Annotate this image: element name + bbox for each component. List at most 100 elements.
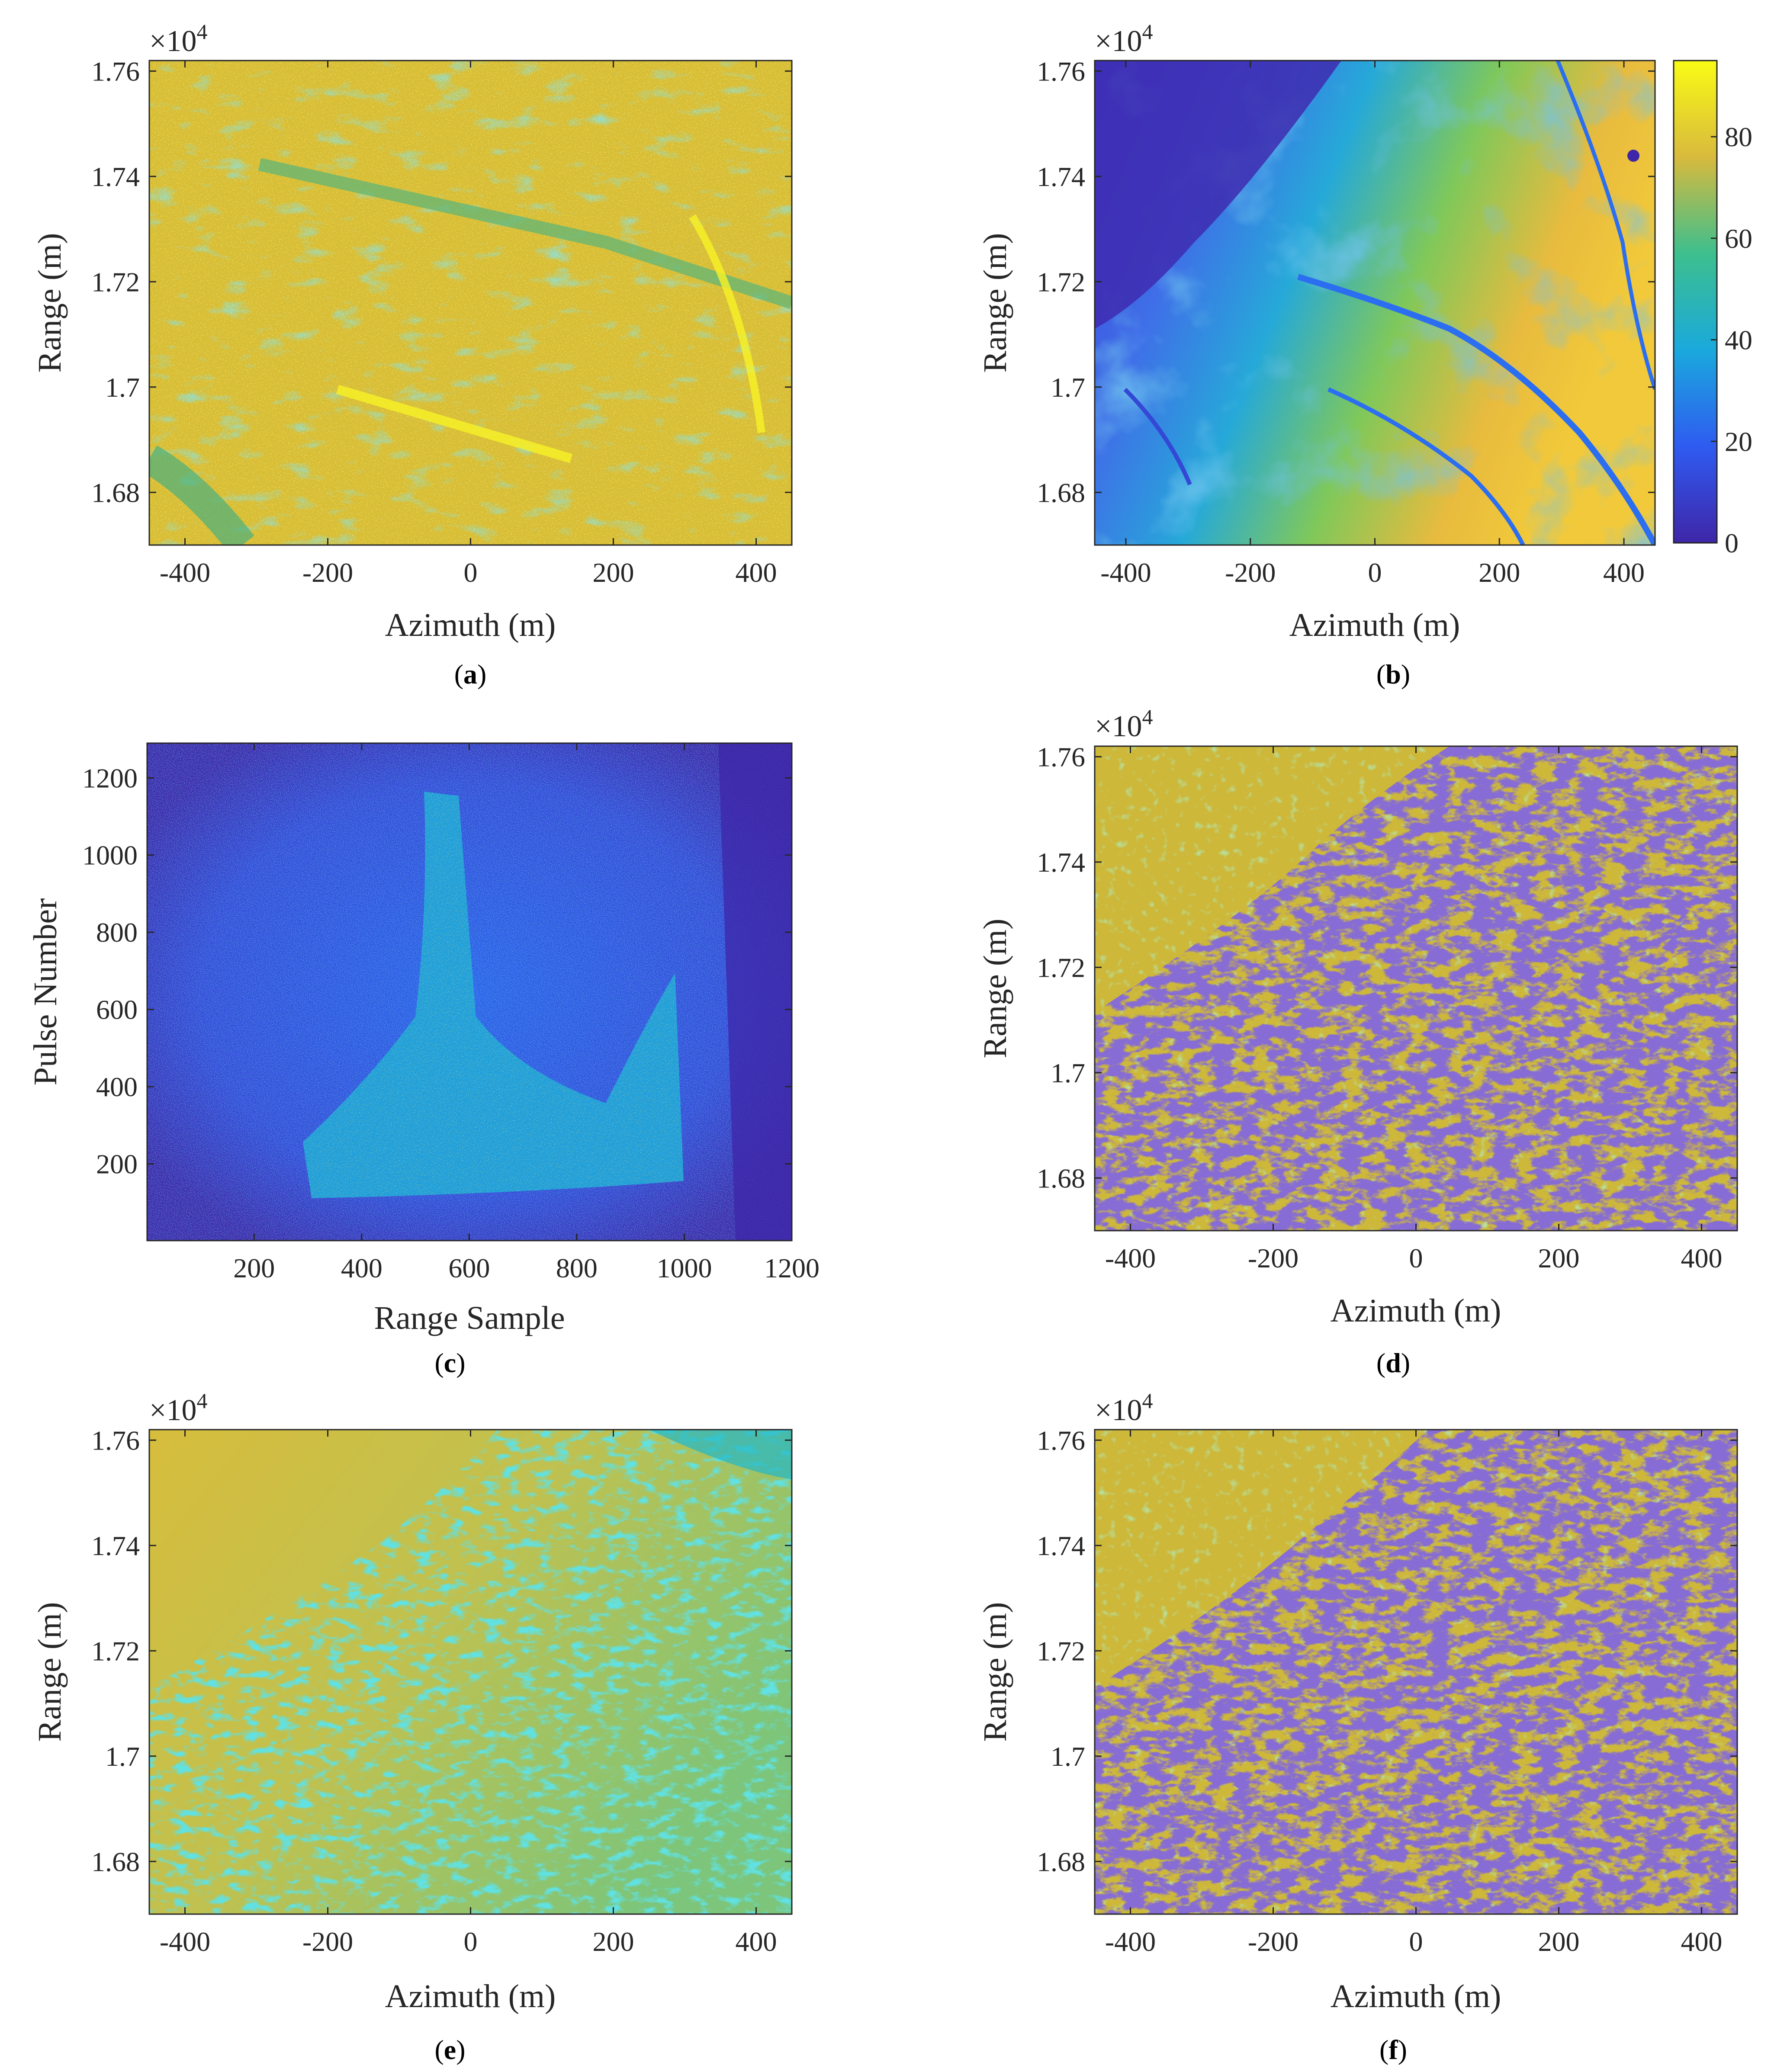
panel-e-exponent: ×104 <box>149 1389 207 1427</box>
panel-e-ytick-label: 1.76 <box>91 1425 140 1456</box>
panel-f-xlabel: Azimuth (m) <box>1331 1978 1501 2014</box>
panel-d-xtick-label: -200 <box>1248 1243 1299 1273</box>
panel-e-xtick-label: -400 <box>160 1926 210 1957</box>
panel-e-ytick-label: 1.68 <box>91 1846 140 1877</box>
panel-b-colorbar-tick-label: 80 <box>1725 122 1752 152</box>
panel-f-exponent: ×104 <box>1095 1389 1153 1427</box>
panel-b-colorbar-tick-label: 0 <box>1725 528 1739 558</box>
panel-a-exponent: ×104 <box>149 19 207 58</box>
panel-f-ylabel: Range (m) <box>977 1602 1013 1742</box>
panel-b-ytick-label: 1.72 <box>1037 266 1085 297</box>
panel-d-ytick-label: 1.72 <box>1037 952 1085 983</box>
panel-a-xtick-label: -200 <box>302 557 353 588</box>
panel-a-xtick-label: -400 <box>160 557 210 588</box>
panel-c-xtick-label: 600 <box>448 1253 490 1283</box>
panel-b-ytick-label: 1.68 <box>1037 477 1085 508</box>
panel-a-xtick-label: 400 <box>736 557 777 588</box>
panel-b-exponent: ×104 <box>1095 19 1153 58</box>
panel-a-ytick-label: 1.74 <box>91 161 140 192</box>
panel-b-xtick-label: 400 <box>1603 557 1645 588</box>
panel-f-xtick-label: -200 <box>1248 1926 1299 1957</box>
panel-c-xtick-label: 1000 <box>656 1253 712 1283</box>
panel-e-image <box>149 1430 792 1914</box>
panel-c-ytick-label: 1000 <box>82 840 138 871</box>
panel-c-ytick-label: 800 <box>96 917 138 948</box>
panel-f-ytick-label: 1.76 <box>1037 1425 1085 1456</box>
panel-a-xtick-label: 0 <box>464 557 478 588</box>
panel-a-ytick-label: 1.68 <box>91 477 140 508</box>
panel-b-ylabel: Range (m) <box>977 233 1013 373</box>
panel-b-colorbar-tick-label: 20 <box>1725 426 1752 457</box>
panel-c-ytick-label: 1200 <box>82 763 138 793</box>
panel-b-xtick-label: 0 <box>1368 557 1382 588</box>
panel-a-ylabel: Range (m) <box>32 233 68 373</box>
panel-c-ytick-label: 600 <box>96 994 138 1025</box>
panel-e-ylabel: Range (m) <box>32 1602 68 1742</box>
panel-e-ytick-label: 1.7 <box>105 1741 140 1772</box>
panel-f-image <box>1095 1430 1737 1914</box>
panel-b-xtick-label: -400 <box>1100 557 1151 588</box>
panel-a-image <box>149 61 792 545</box>
panel-b-ytick-label: 1.7 <box>1051 372 1085 403</box>
panel-f-caption: (f) <box>1379 2034 1407 2065</box>
panel-b-image <box>1095 61 1655 545</box>
panel-b-colorbar-tick-label: 40 <box>1725 325 1752 356</box>
panel-d-ytick-label: 1.68 <box>1037 1163 1085 1193</box>
panel-b-ytick-label: 1.76 <box>1037 56 1085 87</box>
panel-f-ytick-label: 1.68 <box>1037 1846 1085 1877</box>
panel-f-axes: -400 -200 0 200 400 1.68 1.7 1.72 1.74 1.76 <box>1037 1425 1737 1957</box>
panel-c-xtick-label: 1200 <box>764 1253 820 1283</box>
panel-b-colorbar-tick-label: 60 <box>1725 223 1752 254</box>
panel-e-xtick-label: -200 <box>302 1926 353 1957</box>
panel-d-image <box>1095 746 1737 1231</box>
panel-a-ytick-label: 1.72 <box>91 266 140 297</box>
panel-b-xtick-label: 200 <box>1479 557 1520 588</box>
panel-a-ytick-label: 1.7 <box>105 372 140 403</box>
panel-b-colorbar <box>1673 60 1718 544</box>
panel-d-exponent: ×104 <box>1095 705 1153 743</box>
panel-f-xtick-label: 0 <box>1409 1926 1423 1957</box>
panel-f-xtick-label: 200 <box>1538 1926 1580 1957</box>
panel-a-axes: -400 -200 0 200 400 1.68 1.7 1.72 1.74 1.76 <box>91 56 792 588</box>
panel-d-ytick-label: 1.76 <box>1037 741 1085 772</box>
panel-e-xtick-label: 0 <box>464 1926 478 1957</box>
panel-a-xtick-label: 200 <box>593 557 634 588</box>
panel-d-xtick-label: -400 <box>1105 1243 1156 1273</box>
panel-f-ytick-label: 1.72 <box>1037 1636 1085 1666</box>
panel-c: 200 400 600 800 1000 1200 200 400 600 800 1000 1200… <box>27 742 820 1378</box>
panel-c-xtick-label: 200 <box>233 1253 275 1283</box>
panel-d-ytick-label: 1.74 <box>1037 847 1085 878</box>
panel-f-ytick-label: 1.74 <box>1037 1530 1085 1561</box>
panel-c-ytick-label: 400 <box>96 1071 138 1102</box>
panel-d-ylabel: Range (m) <box>977 919 1013 1058</box>
panel-e-ytick-label: 1.74 <box>91 1530 140 1561</box>
panel-e-xtick-label: 200 <box>593 1926 634 1957</box>
panel-a-caption: (a) <box>454 659 487 690</box>
panel-c-caption: (c) <box>434 1347 465 1378</box>
panel-d-caption: (d) <box>1376 1347 1410 1378</box>
panel-e-caption: (e) <box>434 2034 465 2065</box>
panel-c-xtick-label: 800 <box>556 1253 598 1283</box>
panel-d-xlabel: Azimuth (m) <box>1331 1293 1501 1329</box>
panel-b-ytick-label: 1.74 <box>1037 161 1085 192</box>
panel-c-xlabel: Range Sample <box>374 1300 565 1336</box>
panel-d-axes: -400 -200 0 200 400 1.68 1.7 1.72 1.74 1.76 <box>1037 741 1737 1273</box>
panel-e-xlabel: Azimuth (m) <box>385 1978 556 2014</box>
panel-b-axes: -400 -200 0 200 400 1.68 1.7 1.72 1.74 1.76 <box>1037 56 1655 588</box>
panel-b-caption: (b) <box>1376 659 1410 690</box>
panel-d-xtick-label: 200 <box>1538 1243 1580 1273</box>
panel-f-ytick-label: 1.7 <box>1051 1741 1085 1772</box>
panel-e-xtick-label: 400 <box>736 1926 777 1957</box>
panel-b-colorbar-ticks: 0 20 40 60 80 <box>1711 122 1752 558</box>
panel-e-ytick-label: 1.72 <box>91 1636 140 1666</box>
panel-c-ytick-label: 200 <box>96 1148 138 1179</box>
panel-c-xtick-label: 400 <box>341 1253 382 1283</box>
panel-c-ylabel: Pulse Number <box>27 898 64 1086</box>
panel-a-ytick-label: 1.76 <box>91 56 140 87</box>
